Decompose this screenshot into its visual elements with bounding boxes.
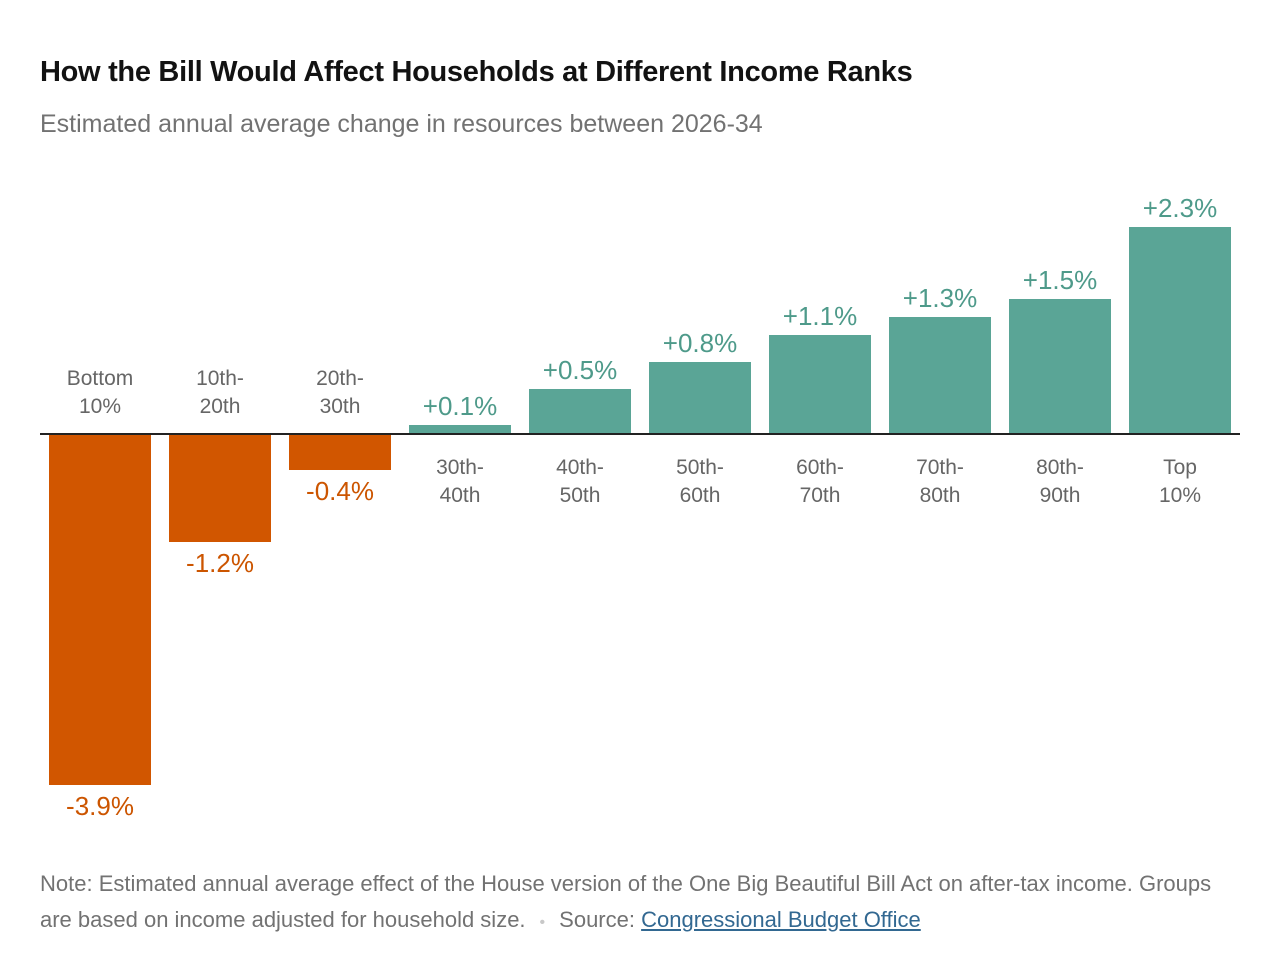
bar-4: [529, 389, 631, 434]
source-label: Source:: [559, 907, 635, 932]
value-label-8: +1.5%: [1023, 265, 1097, 295]
value-label-1: -1.2%: [186, 548, 254, 578]
source-link[interactable]: Congressional Budget Office: [641, 907, 921, 932]
category-label-2: 20th-30th: [316, 367, 364, 418]
value-label-0: -3.9%: [66, 791, 134, 821]
value-label-2: -0.4%: [306, 476, 374, 506]
category-label-5: 50th-60th: [676, 456, 724, 507]
bar-0: [49, 434, 151, 785]
value-label-3: +0.1%: [423, 391, 497, 421]
note-text: Note: Estimated annual average effect of…: [40, 871, 1212, 932]
value-label-4: +0.5%: [543, 355, 617, 385]
chart-title: How the Bill Would Affect Households at …: [40, 56, 913, 88]
category-label-1: 10th-20th: [196, 367, 244, 418]
chart-subtitle: Estimated annual average change in resou…: [40, 110, 763, 138]
value-label-6: +1.1%: [783, 301, 857, 331]
value-label-7: +1.3%: [903, 283, 977, 313]
value-label-9: +2.3%: [1143, 193, 1217, 223]
bar-chart: -3.9% Bottom 10% -1.2% 10th-20th -0.4% 20th-30…: [40, 193, 1240, 821]
category-label-3: 30th-40th: [436, 456, 484, 507]
bar-5: [649, 362, 751, 434]
value-label-5: +0.8%: [663, 328, 737, 358]
bar-6: [769, 335, 871, 434]
separator-dot: •: [539, 914, 546, 931]
bar-7: [889, 317, 991, 434]
category-label-9: Top 10%: [1159, 456, 1201, 507]
category-label-4: 40th-50th: [556, 456, 604, 507]
bar-3: [409, 425, 511, 434]
footer-note: Note: Estimated annual average effect of…: [40, 866, 1240, 941]
category-label-8: 80th-90th: [1036, 456, 1084, 507]
category-label-7: 70th-80th: [916, 456, 964, 507]
bar-1: [169, 434, 271, 542]
category-label-6: 60th-70th: [796, 456, 844, 507]
bar-9: [1129, 227, 1231, 434]
category-label-0: Bottom 10%: [67, 367, 134, 418]
bar-2: [289, 434, 391, 470]
bar-8: [1009, 299, 1111, 434]
